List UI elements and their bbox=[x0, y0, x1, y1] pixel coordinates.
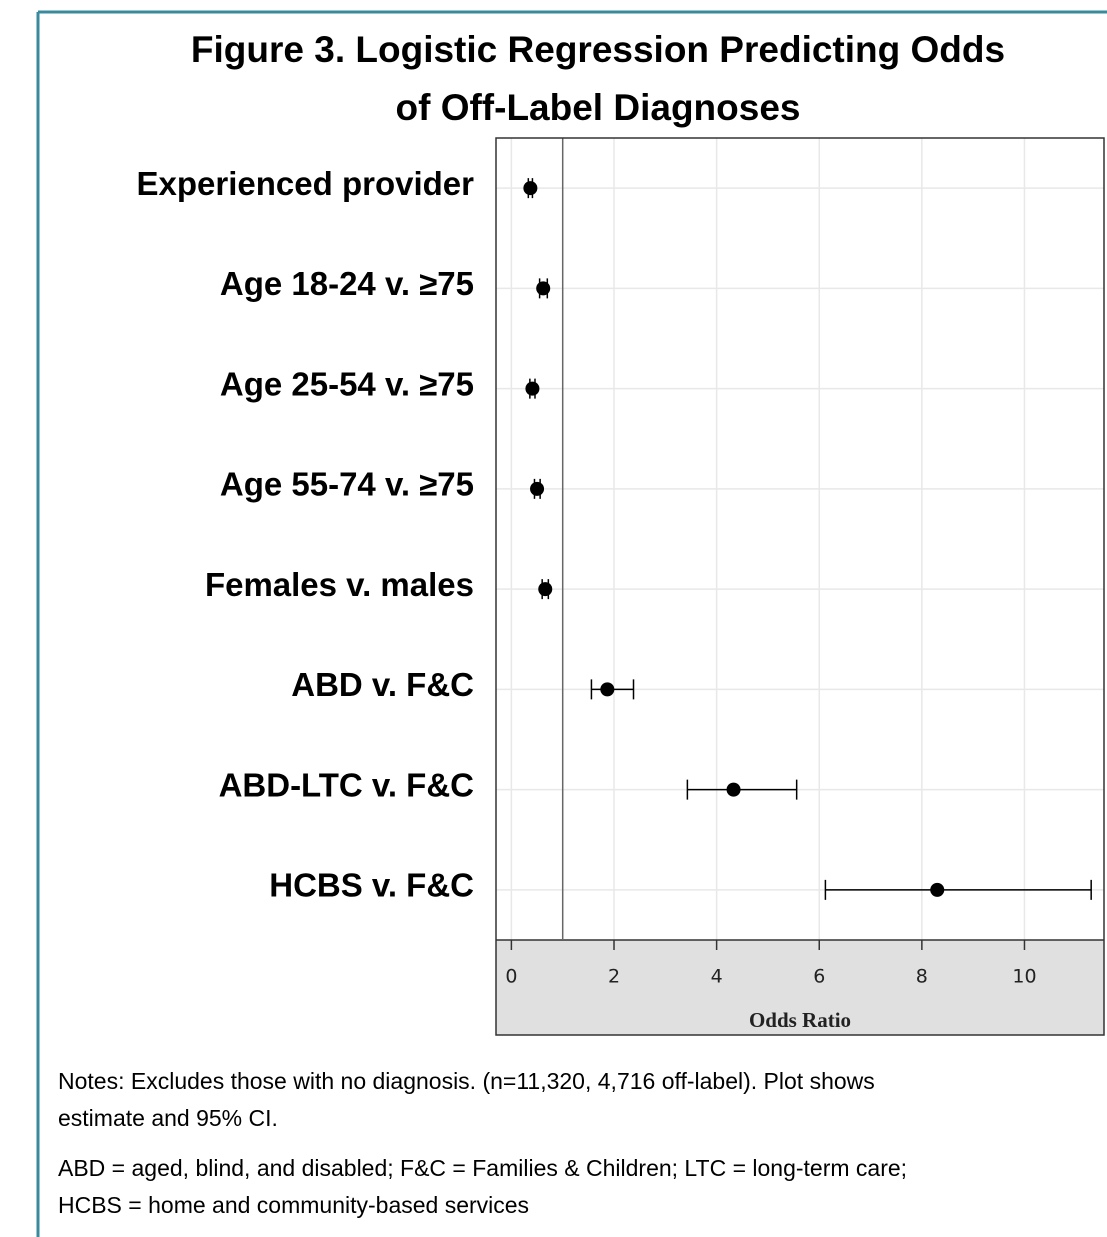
estimate-point bbox=[530, 481, 545, 496]
category-label: Experienced provider bbox=[137, 165, 475, 202]
chart-title: Figure 3. Logistic Regression Predicting… bbox=[191, 29, 1005, 70]
axis-band bbox=[496, 940, 1104, 1035]
category-label: HCBS v. F&C bbox=[269, 867, 474, 904]
estimate-point bbox=[536, 281, 551, 296]
chart-title: of Off-Label Diagnoses bbox=[396, 87, 801, 128]
x-axis-label: Odds Ratio bbox=[749, 1008, 851, 1032]
x-tick-label: 8 bbox=[916, 966, 928, 988]
category-label: Females v. males bbox=[205, 566, 474, 603]
category-label: Age 55-74 v. ≥75 bbox=[220, 466, 474, 503]
plot-area bbox=[496, 138, 1104, 940]
x-tick-label: 0 bbox=[505, 966, 517, 988]
plot-border bbox=[495, 137, 1105, 1036]
category-label: Age 25-54 v. ≥75 bbox=[220, 365, 474, 402]
estimate-point bbox=[523, 181, 538, 196]
estimate-point bbox=[525, 381, 540, 396]
estimate-point bbox=[726, 782, 741, 797]
category-label: Age 18-24 v. ≥75 bbox=[220, 265, 474, 302]
x-tick-label: 2 bbox=[608, 966, 620, 988]
note: HCBS = home and community-based services bbox=[58, 1192, 529, 1218]
note: ABD = aged, blind, and disabled; F&C = F… bbox=[58, 1155, 907, 1181]
x-tick-label: 4 bbox=[711, 966, 723, 988]
x-tick-label: 10 bbox=[1012, 966, 1036, 988]
estimate-point bbox=[600, 682, 615, 697]
x-tick-label: 6 bbox=[813, 966, 825, 988]
category-label: ABD v. F&C bbox=[291, 666, 474, 703]
estimate-point bbox=[538, 582, 553, 597]
category-label: ABD-LTC v. F&C bbox=[219, 766, 474, 803]
estimate-point bbox=[930, 882, 945, 897]
note: estimate and 95% CI. bbox=[58, 1105, 278, 1131]
note: Notes: Excludes those with no diagnosis.… bbox=[58, 1068, 875, 1094]
